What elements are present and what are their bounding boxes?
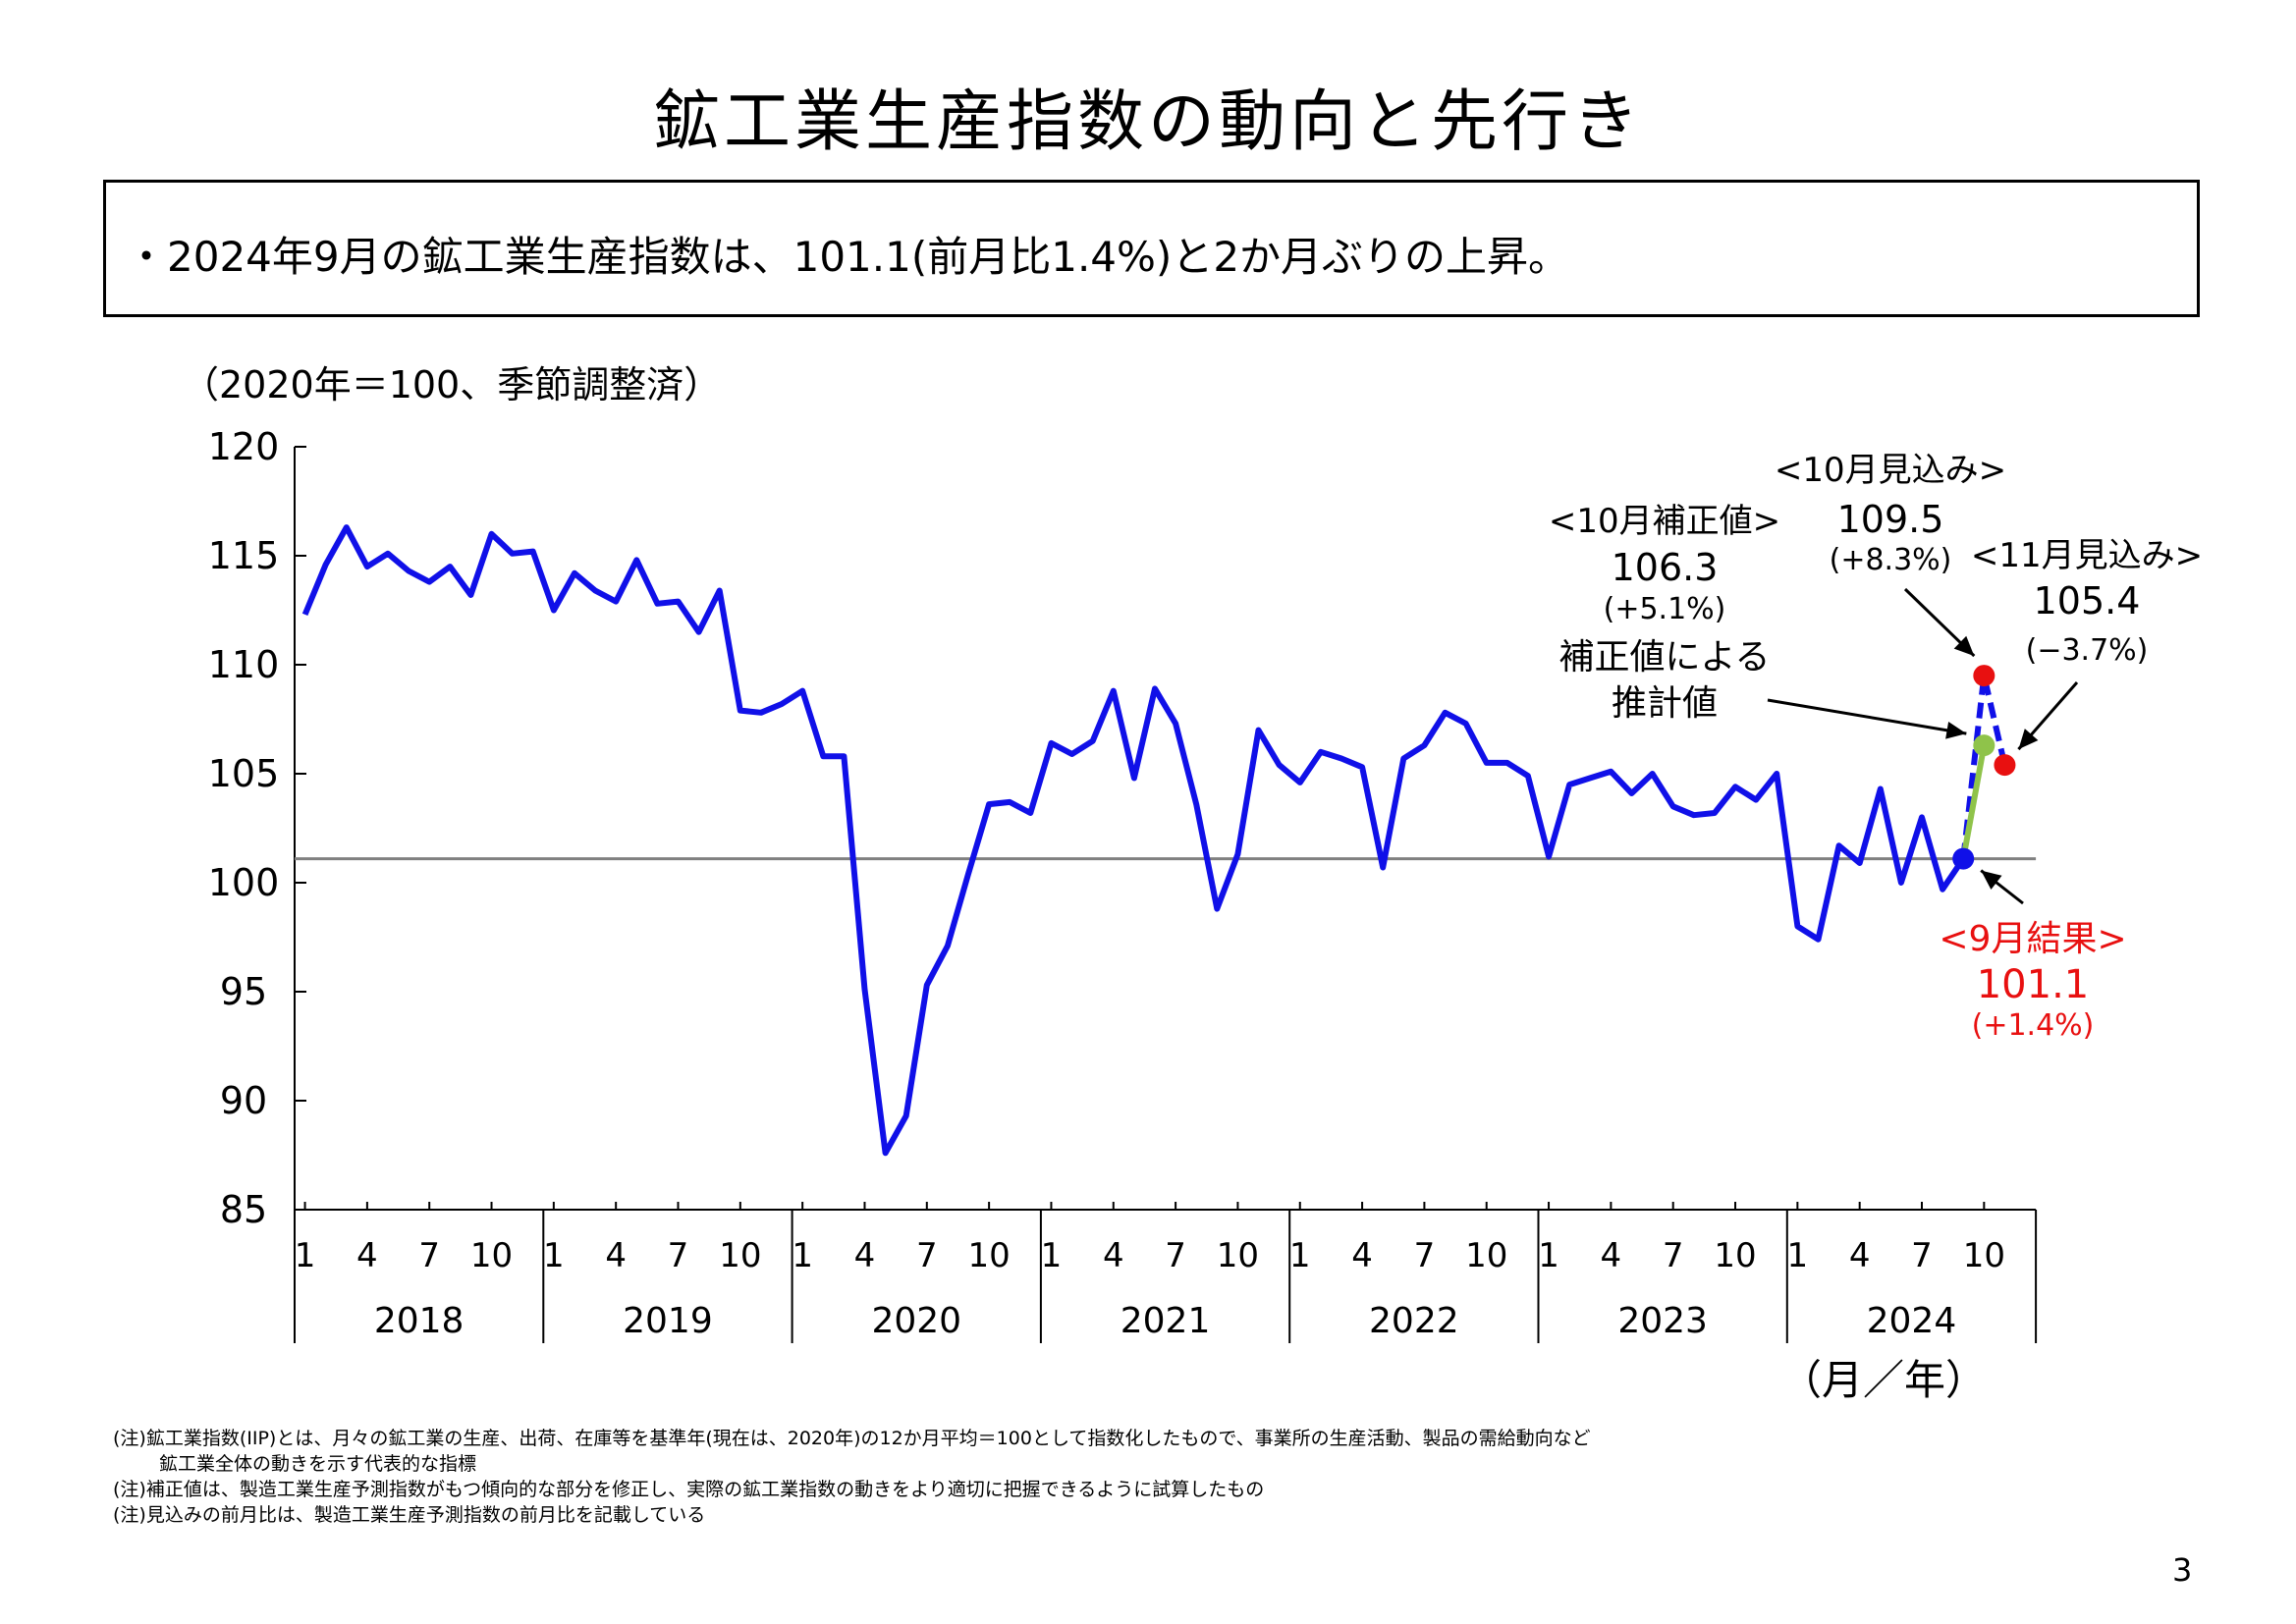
y-tick-label: 115	[208, 534, 280, 577]
month-tick-label: 4	[1601, 1236, 1622, 1275]
footnote-forecast: (注)見込みの前月比は、製造工業生産予測指数の前月比を記載している	[113, 1504, 706, 1526]
annotation-nov-forecast-value: 105.4	[2034, 579, 2141, 623]
year-label: 2023	[1617, 1301, 1708, 1341]
summary-box: ・2024年9月の鉱工業生産指数は、101.1(前月比1.4%)と2か月ぶりの上…	[103, 180, 2200, 317]
page-number: 3	[2172, 1551, 2193, 1589]
annotation-estimate-note-2: 推計値	[1612, 683, 1718, 724]
data-marker	[1973, 734, 1995, 757]
month-tick-label: 4	[605, 1236, 627, 1275]
month-tick-label: 1	[792, 1236, 813, 1275]
month-tick-label: 10	[1963, 1236, 2005, 1275]
arrow-sep-result-head	[1981, 870, 2002, 890]
footnote-iip-cont: 鉱工業全体の動きを示す代表的な指標	[159, 1453, 477, 1475]
arrow-nov-forecast-head	[2018, 729, 2039, 750]
month-tick-label: 1	[1289, 1236, 1311, 1275]
annotation-nov-forecast-label: <11月見込み>	[1971, 536, 2203, 575]
month-tick-label: 7	[668, 1236, 689, 1275]
annotation-oct-corrected-label: <10月補正値>	[1549, 502, 1780, 541]
month-tick-label: 1	[1041, 1236, 1063, 1275]
month-tick-label: 10	[1465, 1236, 1507, 1275]
y-tick-label: 100	[208, 861, 280, 904]
month-tick-label: 4	[1351, 1236, 1373, 1275]
arrow-corrected-head	[1945, 721, 1967, 739]
month-tick-label: 1	[295, 1236, 316, 1275]
year-label: 2020	[871, 1301, 961, 1341]
month-tick-label: 1	[1538, 1236, 1559, 1275]
x-unit-label: （月／年）	[1780, 1356, 1987, 1404]
summary-text: ・2024年9月の鉱工業生産指数は、101.1(前月比1.4%)と2か月ぶりの上…	[126, 233, 1570, 281]
arrow-oct-forecast-head	[1953, 635, 1975, 657]
year-label: 2021	[1121, 1301, 1211, 1341]
month-tick-label: 4	[854, 1236, 876, 1275]
month-tick-label: 7	[916, 1236, 938, 1275]
footnote-iip: (注)鉱工業指数(IIP)とは、月々の鉱工業の生産、出荷、在庫等を基準年(現在は…	[113, 1428, 1591, 1449]
month-tick-label: 10	[1217, 1236, 1259, 1275]
month-tick-label: 7	[1663, 1236, 1684, 1275]
y-tick-label: 120	[208, 425, 280, 468]
annotation-nov-forecast-change: (−3.7%)	[2026, 633, 2149, 668]
data-marker	[1994, 754, 2016, 777]
month-tick-label: 10	[967, 1236, 1010, 1275]
arrow-corrected	[1767, 698, 1967, 735]
y-tick-label: 105	[208, 752, 280, 795]
month-tick-label: 1	[1787, 1236, 1809, 1275]
footnote-corrected: (注)補正値は、製造工業生産予測指数がもつ傾向的な部分を修正し、実際の鉱工業指数…	[113, 1479, 1265, 1500]
annotation-estimate-note-1: 補正値による	[1559, 637, 1771, 677]
year-label: 2022	[1369, 1301, 1459, 1341]
year-label: 2018	[374, 1301, 465, 1341]
y-tick-label: 95	[220, 970, 267, 1013]
month-tick-label: 4	[1849, 1236, 1871, 1275]
month-tick-label: 7	[1165, 1236, 1186, 1275]
month-tick-label: 7	[418, 1236, 440, 1275]
footnotes: (注)鉱工業指数(IIP)とは、月々の鉱工業の生産、出荷、在庫等を基準年(現在は…	[113, 1426, 1591, 1528]
month-tick-label: 4	[1103, 1236, 1124, 1275]
annotation-sep-result-change: (+1.4%)	[1972, 1008, 2095, 1043]
month-tick-label: 10	[719, 1236, 761, 1275]
month-tick-label: 1	[543, 1236, 565, 1275]
year-label: 2019	[623, 1301, 713, 1341]
data-marker	[1952, 847, 1975, 870]
annotation-oct-corrected-change: (+5.1%)	[1604, 592, 1726, 626]
series-line-iip	[301, 524, 1966, 1157]
annotation-oct-forecast-change: (+8.3%)	[1830, 543, 1952, 577]
month-tick-label: 7	[1414, 1236, 1436, 1275]
month-tick-label: 10	[1714, 1236, 1756, 1275]
annotation-oct-corrected-value: 106.3	[1612, 546, 1719, 589]
y-unit-label: （2020年＝100、季節調整済）	[182, 363, 721, 406]
forecast-dashed-line	[1960, 675, 2008, 859]
data-marker	[1973, 665, 1995, 687]
y-tick-label: 110	[208, 643, 280, 686]
month-tick-label: 4	[356, 1236, 378, 1275]
corrected-line	[1960, 744, 1988, 860]
month-tick-label: 7	[1911, 1236, 1933, 1275]
page-title: 鉱工業生産指数の動向と先行き	[652, 83, 1643, 161]
annotation-sep-result-value: 101.1	[1977, 962, 2090, 1007]
month-tick-label: 10	[470, 1236, 513, 1275]
annotation-oct-forecast-value: 109.5	[1837, 498, 1944, 541]
year-label: 2024	[1867, 1301, 1957, 1341]
y-tick-label: 90	[220, 1079, 267, 1122]
y-tick-label: 85	[220, 1188, 267, 1231]
annotation-sep-result-label: <9月結果>	[1939, 919, 2126, 959]
annotation-oct-forecast-label: <10月見込み>	[1775, 451, 2006, 490]
